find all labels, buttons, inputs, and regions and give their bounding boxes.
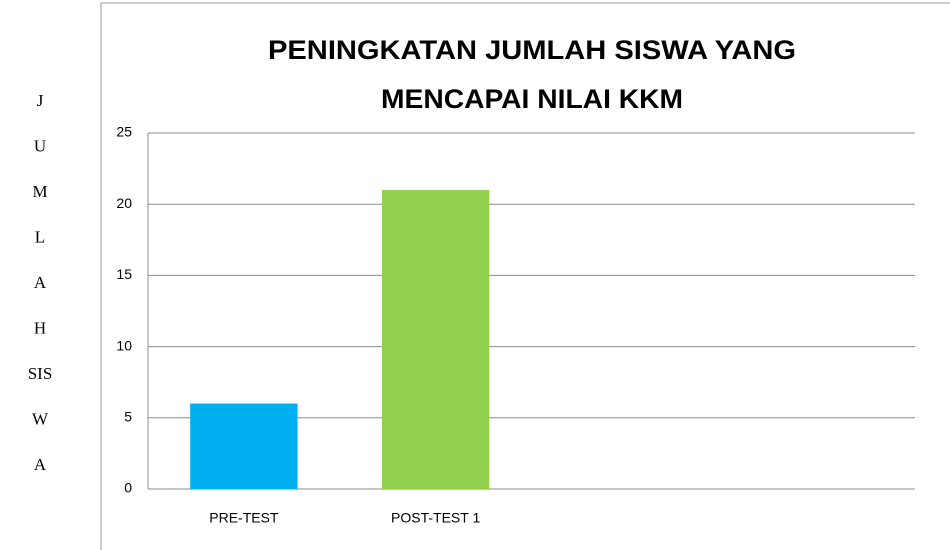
y-tick-label: 5 — [124, 409, 132, 425]
y-axis-label: SIS — [28, 364, 53, 383]
y-axis-label: M — [32, 182, 47, 201]
y-tick-label: 15 — [116, 266, 132, 282]
y-axis-label: J — [37, 91, 44, 110]
y-axis-label: A — [34, 455, 47, 474]
bar — [381, 189, 490, 489]
x-tick-label: POST-TEST 1 — [391, 510, 480, 526]
x-tick-label: PRE-TEST — [209, 510, 279, 526]
y-tick-label: 20 — [116, 195, 132, 211]
chart-title: PENINGKATAN JUMLAH SISWA YANG — [268, 35, 796, 65]
y-axis-label: H — [34, 318, 46, 337]
y-tick-label: 0 — [124, 480, 132, 496]
y-axis-label: L — [35, 227, 45, 246]
y-tick-label: 25 — [116, 124, 132, 140]
y-axis-label: W — [32, 409, 49, 428]
y-tick-label: 10 — [116, 337, 132, 353]
y-axis-label: A — [34, 273, 47, 292]
chart-title: MENCAPAI NILAI KKM — [381, 84, 683, 114]
y-axis-label: U — [34, 136, 46, 155]
bar — [190, 403, 298, 489]
